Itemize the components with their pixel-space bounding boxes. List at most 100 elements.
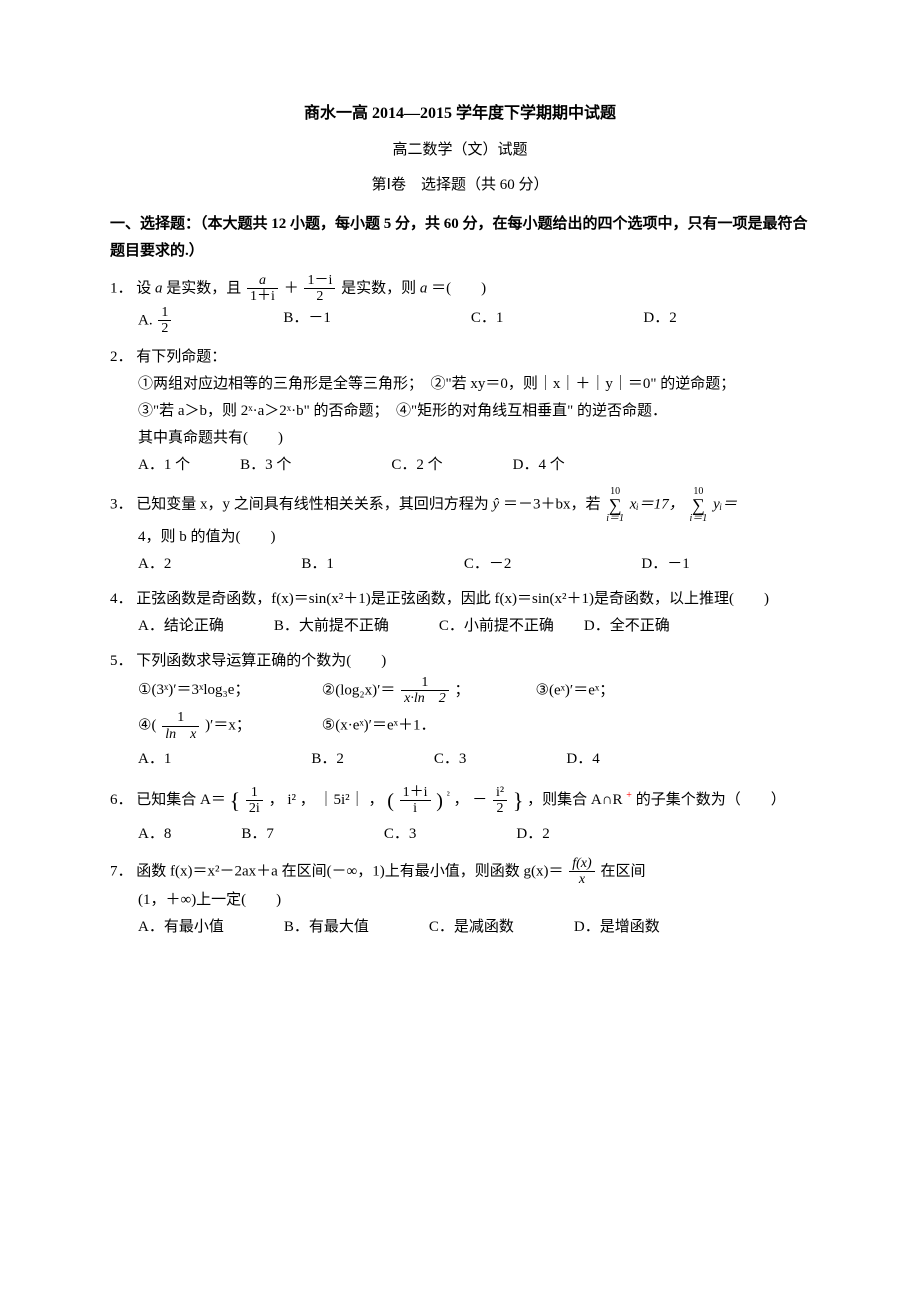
q5-i2-den: x·ln 2 bbox=[401, 691, 449, 706]
q3-option-d: D．－1 bbox=[641, 551, 689, 578]
q1-option-c: C．1 bbox=[471, 305, 504, 337]
question-7: 7． 函数 f(x)＝x²－2ax＋a 在区间(－∞，1)上有最小值，则函数 g… bbox=[110, 856, 810, 942]
q2-p3: ③"若 a＞b，则 2ˣ·a＞2ˣ·b" 的否命题； ④"矩形的对角线互相垂直"… bbox=[110, 398, 810, 425]
q3-option-c: C．－2 bbox=[464, 551, 512, 578]
q1-stem-end: 是实数，则 bbox=[341, 280, 420, 296]
q6-stem-pre: 已知集合 A＝ bbox=[136, 792, 226, 808]
q2-option-d: D．4 个 bbox=[513, 452, 565, 479]
q1-stem-pre: 设 bbox=[136, 280, 155, 296]
q5-stem: 下列函数求导运算正确的个数为( ) bbox=[136, 653, 386, 669]
question-2: 2． 有下列命题： ①两组对应边相等的三角形是全等三角形； ②"若 xy＝0，则… bbox=[110, 344, 810, 479]
q7-stem-end: 在区间 bbox=[600, 863, 645, 879]
q1-optA-label: A. bbox=[138, 312, 153, 328]
q3-sum2-bot: i＝1 bbox=[690, 514, 708, 524]
q2-option-c: C．2 个 bbox=[391, 452, 442, 479]
q7-stem-pre: 函数 f(x)＝x²－2ax＋a 在区间(－∞，1)上有最小值，则函数 g(x)… bbox=[136, 863, 563, 879]
q3-option-b: B．1 bbox=[301, 551, 334, 578]
q5-item2: ②(log₂x)′＝ 1 x·ln 2 ； bbox=[322, 675, 532, 707]
q4-stem: 正弦函数是奇函数，f(x)＝sin(x²＋1)是正弦函数，因此 f(x)＝sin… bbox=[136, 591, 769, 607]
q1-var-a: a bbox=[155, 280, 163, 296]
q6-e5-den: 2 bbox=[493, 801, 507, 816]
q3-yi: yᵢ＝ bbox=[713, 497, 737, 513]
q6-e4-den: i bbox=[400, 801, 431, 816]
q5-i4-num: 1 bbox=[162, 710, 199, 726]
question-5: 5． 下列函数求导运算正确的个数为( ) ①(3ˣ)′＝3ˣlog₃e； ②(l… bbox=[110, 648, 810, 774]
q7-option-d: D．是增函数 bbox=[574, 914, 660, 941]
section-header: 第Ⅰ卷 选择题（共 60 分） bbox=[110, 172, 810, 199]
q6-comma4: ， bbox=[453, 792, 468, 808]
q6-option-b: B．7 bbox=[241, 821, 274, 848]
question-1: 1． 设 a 是实数，且 a 1＋i ＋ 1－i 2 是实数，则 a ＝( ) … bbox=[110, 273, 810, 337]
q6-e4-lparen: ( bbox=[387, 790, 394, 812]
q5-option-c: C．3 bbox=[434, 746, 467, 773]
q1-option-d: D．2 bbox=[643, 305, 676, 337]
q5-item1: ①(3ˣ)′＝3ˣlog₃e； bbox=[138, 677, 318, 704]
q3-stem-pre: 已知变量 x，y 之间具有线性相关关系，其回归方程为 bbox=[136, 497, 489, 513]
q1-frac1-num: a bbox=[247, 273, 278, 289]
q5-i2-pre: ②(log₂x)′＝ bbox=[322, 682, 396, 698]
q1-stem-mid: 是实数，且 bbox=[166, 280, 241, 296]
q3-sum1-sigma: ∑ bbox=[606, 497, 624, 513]
q4-option-a: A．结论正确 bbox=[138, 613, 224, 640]
q4-option-d: D．全不正确 bbox=[584, 613, 670, 640]
q5-option-d: D．4 bbox=[566, 746, 599, 773]
q5-option-b: B．2 bbox=[311, 746, 344, 773]
q6-e4-rparen: ) bbox=[436, 790, 443, 812]
q5-item4: ④( 1 ln x )′＝x； bbox=[138, 710, 318, 742]
exam-subtitle: 高二数学（文）试题 bbox=[110, 137, 810, 164]
question-4: 4． 正弦函数是奇函数，f(x)＝sin(x²＋1)是正弦函数，因此 f(x)＝… bbox=[110, 586, 810, 640]
q6-e4-num: 1＋i bbox=[400, 785, 431, 801]
q3-yhat: ŷ bbox=[493, 497, 500, 513]
q2-option-b: B．3 个 bbox=[240, 452, 291, 479]
q1-frac2-den: 2 bbox=[304, 289, 335, 304]
q5-i4-pre: ④( bbox=[138, 718, 156, 734]
q1-number: 1． bbox=[110, 280, 133, 296]
q6-comma3: ， bbox=[368, 792, 383, 808]
q7-frac-den: x bbox=[569, 872, 594, 887]
q7-option-b: B．有最大值 bbox=[284, 914, 369, 941]
question-6: 6． 已知集合 A＝ { 1 2i ， i² ， ｜5i²｜ ， ( 1＋i i… bbox=[110, 781, 810, 848]
q6-e5-num: i² bbox=[493, 785, 507, 801]
q1-option-a: A. 1 2 bbox=[138, 305, 173, 337]
q5-i4-den: ln x bbox=[162, 727, 199, 742]
q1-optA-num: 1 bbox=[158, 305, 171, 321]
q6-e1: 1 2i bbox=[246, 785, 263, 817]
q6-e4-sq: ² bbox=[447, 790, 450, 801]
q1-var-a2: a bbox=[420, 280, 428, 296]
q5-i2-num: 1 bbox=[401, 675, 449, 691]
q6-e5-neg: － bbox=[472, 792, 487, 808]
q1-frac1: a 1＋i bbox=[247, 273, 278, 305]
q6-rbrace: } bbox=[513, 788, 524, 813]
q4-option-c: C．小前提不正确 bbox=[439, 613, 554, 640]
q2-p1: ①两组对应边相等的三角形是全等三角形； ②"若 xy＝0，则｜x｜＋｜y｜＝0"… bbox=[110, 371, 810, 398]
q1-plus: ＋ bbox=[284, 280, 299, 296]
q6-e1-den: 2i bbox=[246, 801, 263, 816]
q1-frac2-num: 1－i bbox=[304, 273, 335, 289]
q3-sum2-sigma: ∑ bbox=[690, 497, 708, 513]
q3-xi: xᵢ＝17， bbox=[630, 497, 684, 513]
q5-i2-post: ； bbox=[454, 682, 469, 698]
q5-number: 5． bbox=[110, 653, 133, 669]
q6-comma1: ， bbox=[269, 792, 284, 808]
q1-eq: ＝( ) bbox=[431, 280, 486, 296]
q6-option-c: C．3 bbox=[384, 821, 417, 848]
q2-stem: 有下列命题： bbox=[136, 349, 226, 365]
q1-frac2: 1－i 2 bbox=[304, 273, 335, 305]
q7-frac-num: f(x) bbox=[569, 856, 594, 872]
q5-option-a: A．1 bbox=[138, 746, 171, 773]
q3-number: 3． bbox=[110, 497, 133, 513]
q6-e3: ｜5i²｜ bbox=[319, 792, 365, 808]
q5-item5: ⑤(x·eˣ)′＝eˣ＋1． bbox=[322, 718, 436, 734]
q7-option-a: A．有最小值 bbox=[138, 914, 224, 941]
q6-e1-num: 1 bbox=[246, 785, 263, 801]
q6-option-d: D．2 bbox=[516, 821, 549, 848]
q1-optA-den: 2 bbox=[158, 321, 171, 336]
q6-stem-end: ，则集合 A∩R bbox=[527, 792, 622, 808]
q6-rplus: + bbox=[626, 790, 632, 801]
q3-eq1: ＝－3＋bx，若 bbox=[503, 497, 604, 513]
q7-option-c: C．是减函数 bbox=[429, 914, 514, 941]
q1-option-b: B．－1 bbox=[283, 305, 331, 337]
exam-title: 商水一高 2014—2015 学年度下学期期中试题 bbox=[110, 100, 810, 129]
q3-option-a: A．2 bbox=[138, 551, 171, 578]
q6-e5: i² 2 bbox=[493, 785, 507, 817]
